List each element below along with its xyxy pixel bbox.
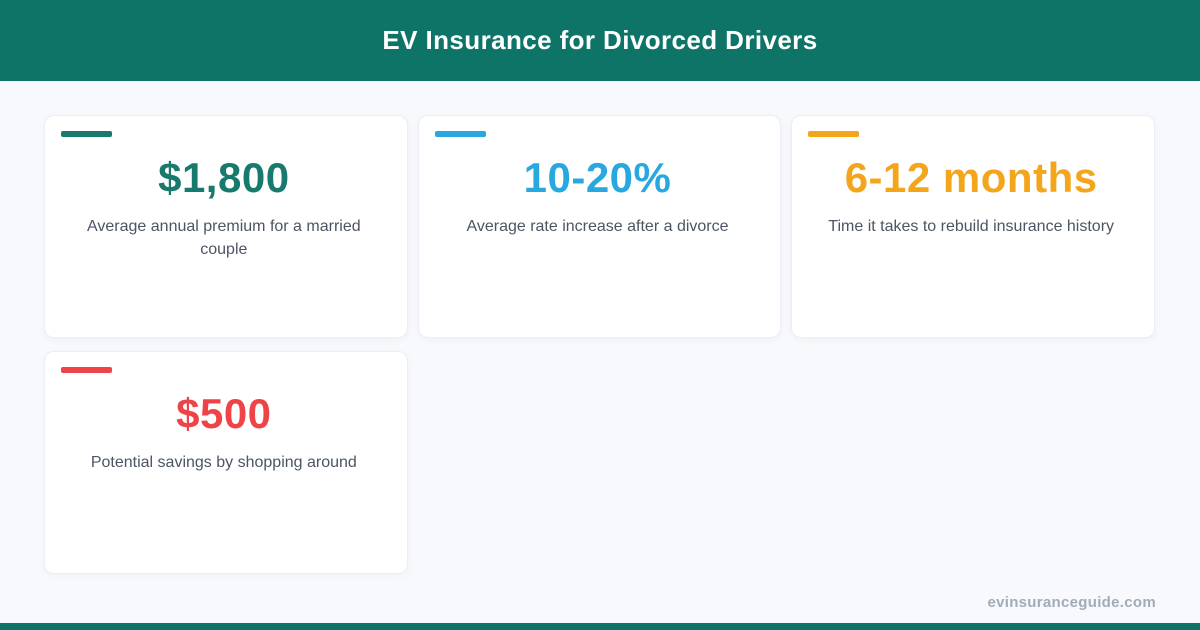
stat-label: Average rate increase after a divorce bbox=[466, 218, 729, 236]
stat-label: Time it takes to rebuild insurance histo… bbox=[828, 218, 1115, 236]
stat-value: $500 bbox=[176, 390, 272, 437]
stat-label: Average annual premium for a married cou… bbox=[87, 218, 361, 259]
page-title: EV Insurance for Divorced Drivers bbox=[382, 25, 818, 55]
stat-value: 10-20% bbox=[523, 154, 672, 201]
stat-label: Potential savings by shopping around bbox=[90, 454, 357, 472]
stat-card-rate-increase: 10-20% Average rate increase after a div… bbox=[417, 115, 782, 338]
website-text: evinsuranceguide.com bbox=[987, 594, 1156, 611]
stat-card-savings: $500 Potential savings by shopping aroun… bbox=[44, 351, 408, 574]
stats-grid: $1,800 Average annual premium for a marr… bbox=[44, 115, 1155, 574]
footer: evinsuranceguide.com bbox=[0, 594, 1200, 623]
stat-card-premium: $1,800 Average annual premium for a marr… bbox=[44, 115, 408, 338]
stat-card-rebuild-time: 6-12 months Time it takes to rebuild ins… bbox=[791, 115, 1155, 338]
stat-value: $1,800 bbox=[158, 154, 290, 201]
main-content: $1,800 Average annual premium for a marr… bbox=[0, 81, 1200, 594]
accent-bar bbox=[61, 367, 112, 373]
bottom-accent-bar bbox=[0, 623, 1200, 630]
accent-bar bbox=[434, 131, 486, 137]
stat-value: 6-12 months bbox=[844, 154, 1098, 201]
accent-bar bbox=[61, 131, 112, 137]
accent-bar bbox=[808, 131, 860, 137]
header: EV Insurance for Divorced Drivers bbox=[0, 0, 1200, 81]
